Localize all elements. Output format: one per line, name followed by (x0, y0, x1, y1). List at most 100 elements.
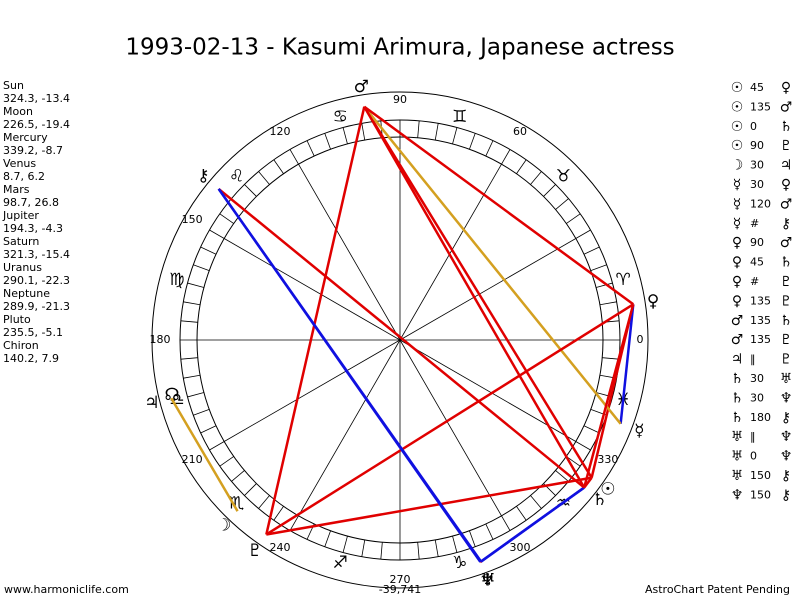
aspect-from: ♅ (731, 429, 744, 445)
aspect-to: ♂ (780, 235, 793, 251)
ring-tick (595, 282, 613, 288)
spoke (399, 238, 577, 341)
ring-tick (289, 515, 299, 531)
aspect-from: ☉ (731, 99, 744, 115)
zodiac-glyph: ♋ (333, 107, 348, 127)
ring-tick (273, 506, 284, 521)
planet-coords: 226.5, -19.4 (3, 118, 70, 131)
zodiac-glyph: ♌ (229, 167, 244, 187)
ring-tick (575, 229, 591, 239)
ring-tick (244, 184, 257, 197)
ring-tick (193, 264, 210, 271)
aspect-value: 45 (750, 256, 764, 269)
outer-circle (151, 91, 649, 589)
aspect-value: 150 (750, 469, 771, 482)
aspect-to: ♀ (781, 177, 791, 193)
planet-name: Uranus (3, 261, 42, 274)
planet-coords: 140.2, 7.9 (3, 352, 59, 365)
aspect-to: ⚷ (781, 468, 791, 484)
aspect-value: 0 (750, 120, 757, 133)
aspect-from: ♀ (732, 293, 742, 309)
planet-glyph: ♀ (647, 291, 659, 311)
planet-name: Jupiter (2, 209, 39, 222)
ring-tick (200, 425, 217, 434)
planet-name: Venus (3, 157, 36, 170)
ring-tick (324, 133, 331, 150)
ring-tick (183, 374, 201, 379)
spoke (298, 339, 401, 517)
spoke (399, 339, 502, 517)
degree-label: 240 (270, 541, 291, 554)
ring-tick (583, 425, 600, 434)
aspect-to: ♅ (780, 371, 793, 387)
planet-coords: 98.7, 26.8 (3, 196, 59, 209)
spoke (223, 339, 401, 442)
ring-tick (361, 539, 366, 557)
ring-tick (324, 530, 331, 547)
aspect-value: 30 (750, 178, 764, 191)
ring-tick (602, 357, 620, 360)
aspect-to: ♇ (780, 138, 793, 154)
ring-tick (209, 229, 225, 239)
ring-tick (469, 133, 476, 150)
aspect-to: ⚷ (781, 487, 791, 503)
aspect-from: ♀ (732, 274, 742, 290)
ring-tick (485, 523, 494, 540)
spoke (223, 238, 401, 341)
aspect-line (363, 106, 586, 489)
aspect-line (363, 105, 635, 306)
degree-label: 270 (390, 573, 411, 586)
ring-tick (342, 127, 348, 145)
zodiac-glyph: ♎ (169, 390, 184, 410)
aspect-line (479, 486, 585, 563)
planet-coords: 194.3, -4.3 (3, 222, 63, 235)
planet-coords: 339.2, -8.7 (3, 144, 63, 157)
ring-tick (187, 392, 205, 398)
ring-tick (361, 123, 366, 141)
ring-tick (434, 539, 439, 557)
planet-coords: 289.9, -21.3 (3, 300, 70, 313)
aspect-to: ♆ (780, 390, 793, 406)
degree-label: 210 (182, 453, 203, 466)
aspect-to: ♇ (780, 332, 793, 348)
aspect-value: 0 (750, 450, 757, 463)
aspect-from: ☿ (733, 196, 742, 212)
ring-tick (219, 213, 234, 224)
ring-tick (566, 213, 581, 224)
ring-tick (501, 149, 511, 165)
aspect-value: 30 (750, 159, 764, 172)
ring-tick (555, 470, 569, 482)
degree-label: 120 (270, 125, 291, 138)
aspect-from: ♃ (731, 352, 744, 368)
degree-label: 90 (393, 93, 407, 106)
ring-tick (209, 441, 225, 451)
zodiac-glyph: ♏ (229, 493, 244, 513)
aspect-to: ♄ (780, 119, 793, 135)
spoke (399, 163, 502, 341)
aspect-value: # (750, 217, 759, 230)
ring-tick (231, 470, 245, 482)
planet-name: Neptune (3, 287, 50, 300)
aspect-value: ‖ (750, 430, 756, 443)
footer-left: www.harmoniclife.com (4, 583, 129, 596)
ring-tick (258, 171, 270, 185)
ring-tick (543, 184, 556, 197)
ring-tick (555, 198, 569, 210)
planet-coords: 235.5, -5.1 (3, 326, 63, 339)
planet-glyph: ♂ (354, 77, 369, 97)
aspect-to: ♆ (780, 429, 793, 445)
footer-center: -39,741 (379, 583, 421, 596)
aspect-to: ⚷ (781, 410, 791, 426)
chart-title: 1993-02-13 - Kasumi Arimura, Japanese ac… (125, 35, 674, 61)
degree-label: 180 (150, 333, 171, 346)
ring-tick (289, 149, 299, 165)
ring-tick (599, 301, 617, 306)
aspect-from: ♄ (731, 410, 744, 426)
aspect-value: 30 (750, 372, 764, 385)
aspect-from: ♄ (731, 390, 744, 406)
zodiac-glyph: ♐ (333, 553, 348, 573)
aspect-value: 90 (750, 236, 764, 249)
aspect-value: 90 (750, 139, 764, 152)
planet-name: Sun (3, 79, 24, 92)
